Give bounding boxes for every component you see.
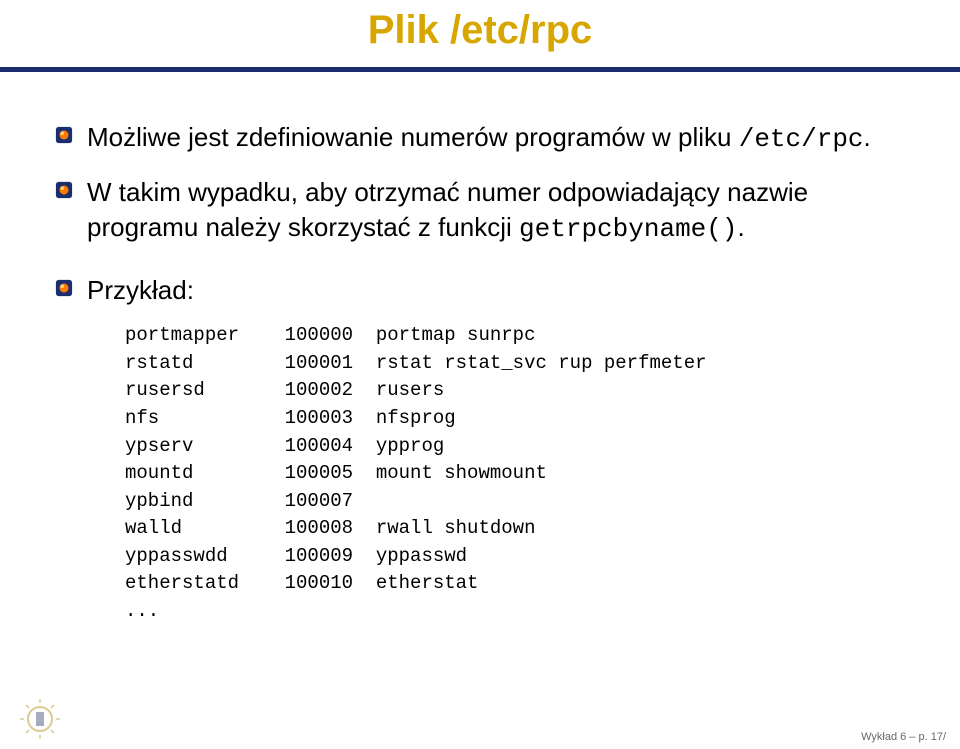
title-underline	[0, 67, 960, 72]
example-label: Przykład:	[87, 273, 194, 308]
code-fragment: /etc/rpc	[739, 124, 864, 154]
page-title: Plik /etc/rpc	[0, 8, 960, 53]
bullet-item: W takim wypadku, aby otrzymać numer odpo…	[55, 175, 905, 247]
bullet-icon	[55, 279, 73, 297]
bullet-icon	[55, 126, 73, 144]
text-fragment: .	[864, 122, 871, 152]
code-block: portmapper 100000 portmap sunrpc rstatd …	[125, 322, 905, 625]
title-bar: Plik /etc/rpc	[0, 0, 960, 90]
text-fragment: .	[737, 212, 744, 242]
code-fragment: getrpcbyname()	[519, 214, 737, 244]
bullet-text: Możliwe jest zdefiniowanie numerów progr…	[87, 120, 871, 157]
footer-pagenum: Wykład 6 – p. 17/	[861, 731, 946, 743]
example-row: Przykład:	[55, 273, 905, 308]
bullet-item: Możliwe jest zdefiniowanie numerów progr…	[55, 120, 905, 157]
bullet-icon	[55, 181, 73, 199]
content-area: Możliwe jest zdefiniowanie numerów progr…	[0, 90, 960, 625]
bullet-text: W takim wypadku, aby otrzymać numer odpo…	[87, 175, 905, 247]
logo-icon	[16, 699, 64, 739]
text-fragment: Możliwe jest zdefiniowanie numerów progr…	[87, 122, 739, 152]
